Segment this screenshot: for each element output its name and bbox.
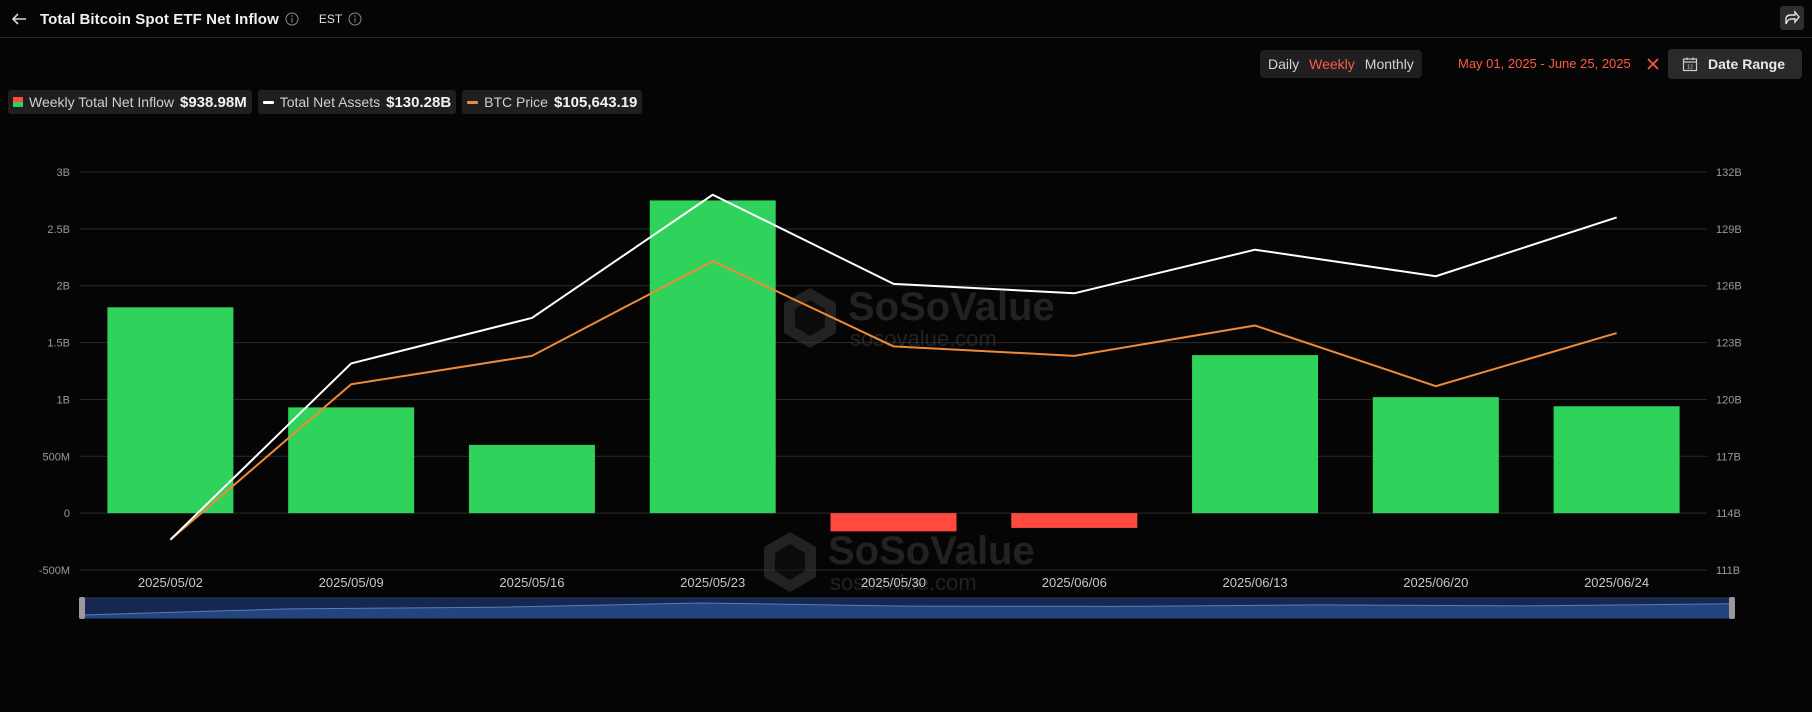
assets-swatch [262,100,274,104]
y-right-tick-label: 126B [1716,281,1742,293]
legend-inflow[interactable]: Weekly Total Net Inflow $938.98M [8,90,252,114]
inflow-swatch [13,97,23,107]
svg-text:sosovalue.com: sosovalue.com [850,326,997,351]
x-tick-label: 2025/06/13 [1223,575,1288,590]
page-title: Total Bitcoin Spot ETF Net Inflow [40,10,279,28]
title-group: Total Bitcoin Spot ETF Net Inflow EST [40,8,362,30]
share-icon [1785,10,1800,25]
svg-text:SoSoValue: SoSoValue [848,285,1055,329]
inflow-bar [1553,406,1680,514]
period-weekly[interactable]: Weekly [1309,56,1355,72]
x-tick-label: 2025/05/23 [680,575,745,590]
legend-assets-value: $130.28B [386,93,452,111]
inflow-bar [1011,513,1138,528]
inflow-bar [1372,397,1499,514]
x-tick-label: 2025/05/30 [861,575,926,590]
selected-date-range: May 01, 2025 - June 25, 2025 [1458,56,1631,71]
btc-swatch [467,100,479,104]
y-left-tick-label: 1.5B [47,338,70,350]
inflow-bar [649,200,776,514]
x-tick-label: 2025/06/24 [1584,575,1649,590]
inflow-bar [107,307,234,514]
y-right-tick-label: 114B [1716,508,1741,520]
y-left-tick-label: 0 [64,508,70,520]
range-slider-left-handle[interactable] [79,597,85,619]
y-right-tick-label: 120B [1716,394,1742,406]
chart-legend: Weekly Total Net Inflow $938.98M Total N… [8,90,643,114]
y-right-tick-label: 123B [1716,338,1742,350]
x-tick-label: 2025/05/16 [499,575,564,590]
top-bar: Total Bitcoin Spot ETF Net Inflow EST [0,0,1812,38]
timezone-label: EST [318,12,343,26]
y-left-tick-label: 3B [57,167,70,179]
y-left-tick-label: 1B [57,394,70,406]
legend-btc-value: $105,643.19 [553,93,638,111]
y-left-tick-label: 2.5B [47,224,70,236]
legend-assets-label: Total Net Assets [279,94,381,110]
date-range-button[interactable]: 12 Date Range [1668,49,1802,79]
period-selector: Daily Weekly Monthly [1260,50,1422,78]
close-icon[interactable] [1644,55,1662,73]
x-tick-label: 2025/05/02 [138,575,203,590]
inflow-bar [288,407,415,514]
legend-btc[interactable]: BTC Price $105,643.19 [462,90,643,114]
y-right-tick-label: 117B [1716,451,1741,463]
inflow-bar [468,444,595,514]
range-slider-preview [82,603,1732,618]
y-right-tick-label: 129B [1716,224,1742,236]
inflow-bar [1192,355,1319,514]
period-monthly[interactable]: Monthly [1364,56,1414,72]
x-tick-label: 2025/06/20 [1403,575,1468,590]
period-daily[interactable]: Daily [1268,56,1300,72]
share-button[interactable] [1780,6,1804,30]
svg-text:SoSoValue: SoSoValue [828,529,1035,573]
back-arrow-icon[interactable] [8,8,30,30]
y-left-tick-label: 500M [42,451,70,463]
legend-inflow-value: $938.98M [180,93,247,111]
y-right-tick-label: 132B [1716,167,1742,179]
timezone-info-icon[interactable] [348,12,362,26]
x-tick-label: 2025/05/09 [319,575,384,590]
x-tick-label: 2025/06/06 [1042,575,1107,590]
legend-inflow-label: Weekly Total Net Inflow [29,94,174,110]
range-slider-line [81,602,1733,616]
y-left-tick-label: -500M [39,565,70,577]
legend-btc-label: BTC Price [484,94,548,110]
svg-text:12: 12 [1687,65,1693,71]
info-icon[interactable] [285,12,299,26]
y-right-tick-label: 111B [1716,565,1740,577]
inflow-bar [830,513,957,532]
net-inflow-chart: -500M 0 500M 1B 1.5B 2B 2.5B 3B 111B 114B 117B 120B… [39,167,1742,619]
range-slider-right-handle[interactable] [1729,597,1735,619]
svg-text:sosovalue.com: sosovalue.com [830,570,977,595]
date-range-label: Date Range [1708,56,1786,72]
calendar-icon: 12 [1682,57,1698,72]
legend-assets[interactable]: Total Net Assets $130.28B [257,90,457,114]
y-left-tick-label: 2B [57,281,70,293]
